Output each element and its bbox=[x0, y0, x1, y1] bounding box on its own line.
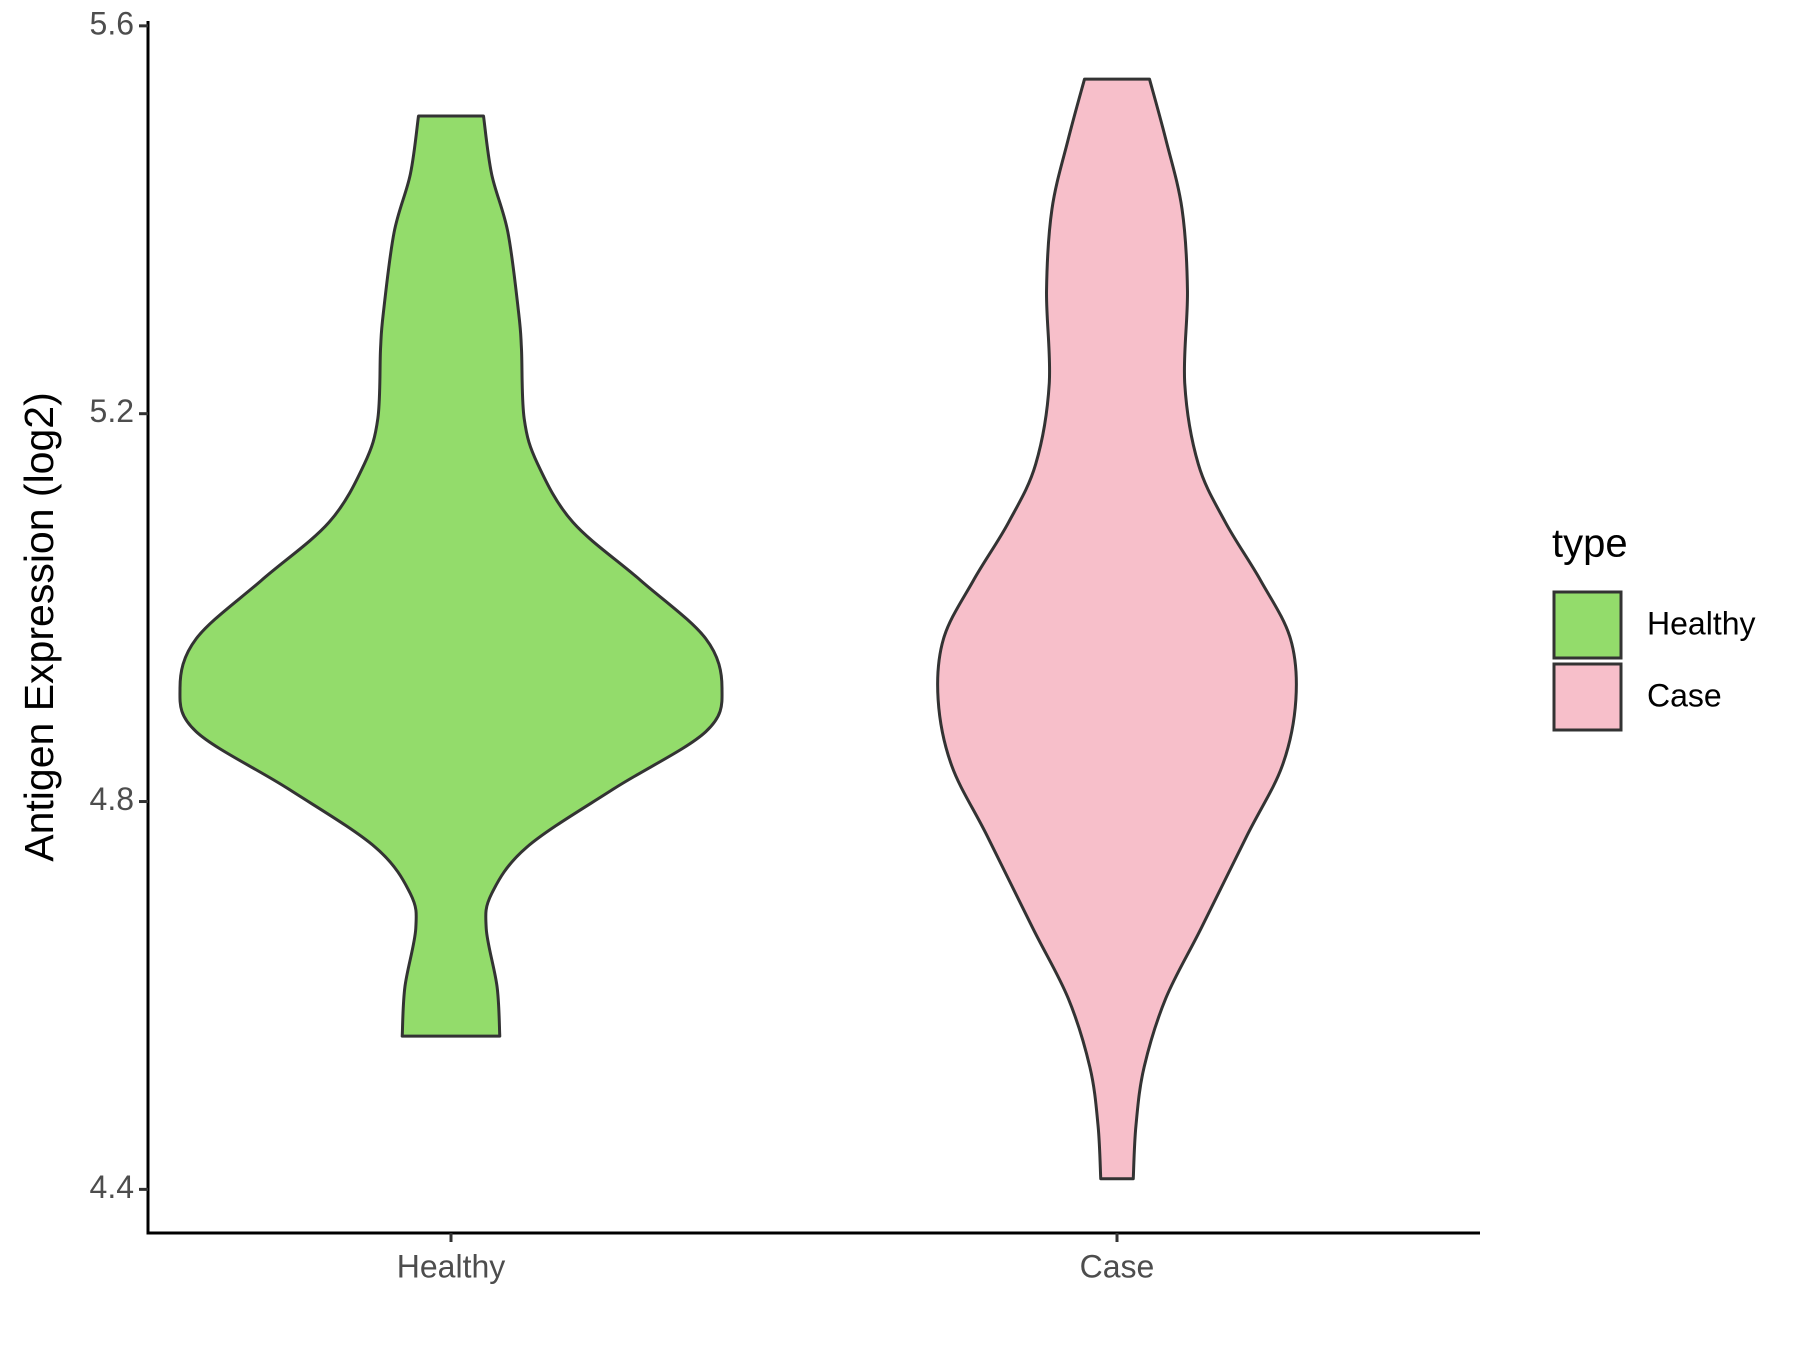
y-tick-label: 4.4 bbox=[90, 1169, 134, 1205]
y-tick-label: 4.8 bbox=[90, 781, 134, 817]
x-tick-label: Healthy bbox=[397, 1248, 506, 1284]
x-tick-label: Case bbox=[1080, 1248, 1155, 1284]
legend-key bbox=[1552, 590, 1623, 660]
legend-key bbox=[1552, 662, 1623, 732]
legend-label: Healthy bbox=[1647, 605, 1756, 641]
legend-label: Case bbox=[1647, 677, 1722, 713]
legend-title: type bbox=[1552, 522, 1628, 566]
y-tick-label: 5.2 bbox=[90, 393, 134, 429]
violin bbox=[936, 77, 1298, 1181]
violin bbox=[178, 114, 724, 1038]
y-axis-title: Antigen Expression (log2) bbox=[16, 392, 62, 861]
y-tick-label: 5.6 bbox=[90, 5, 134, 41]
